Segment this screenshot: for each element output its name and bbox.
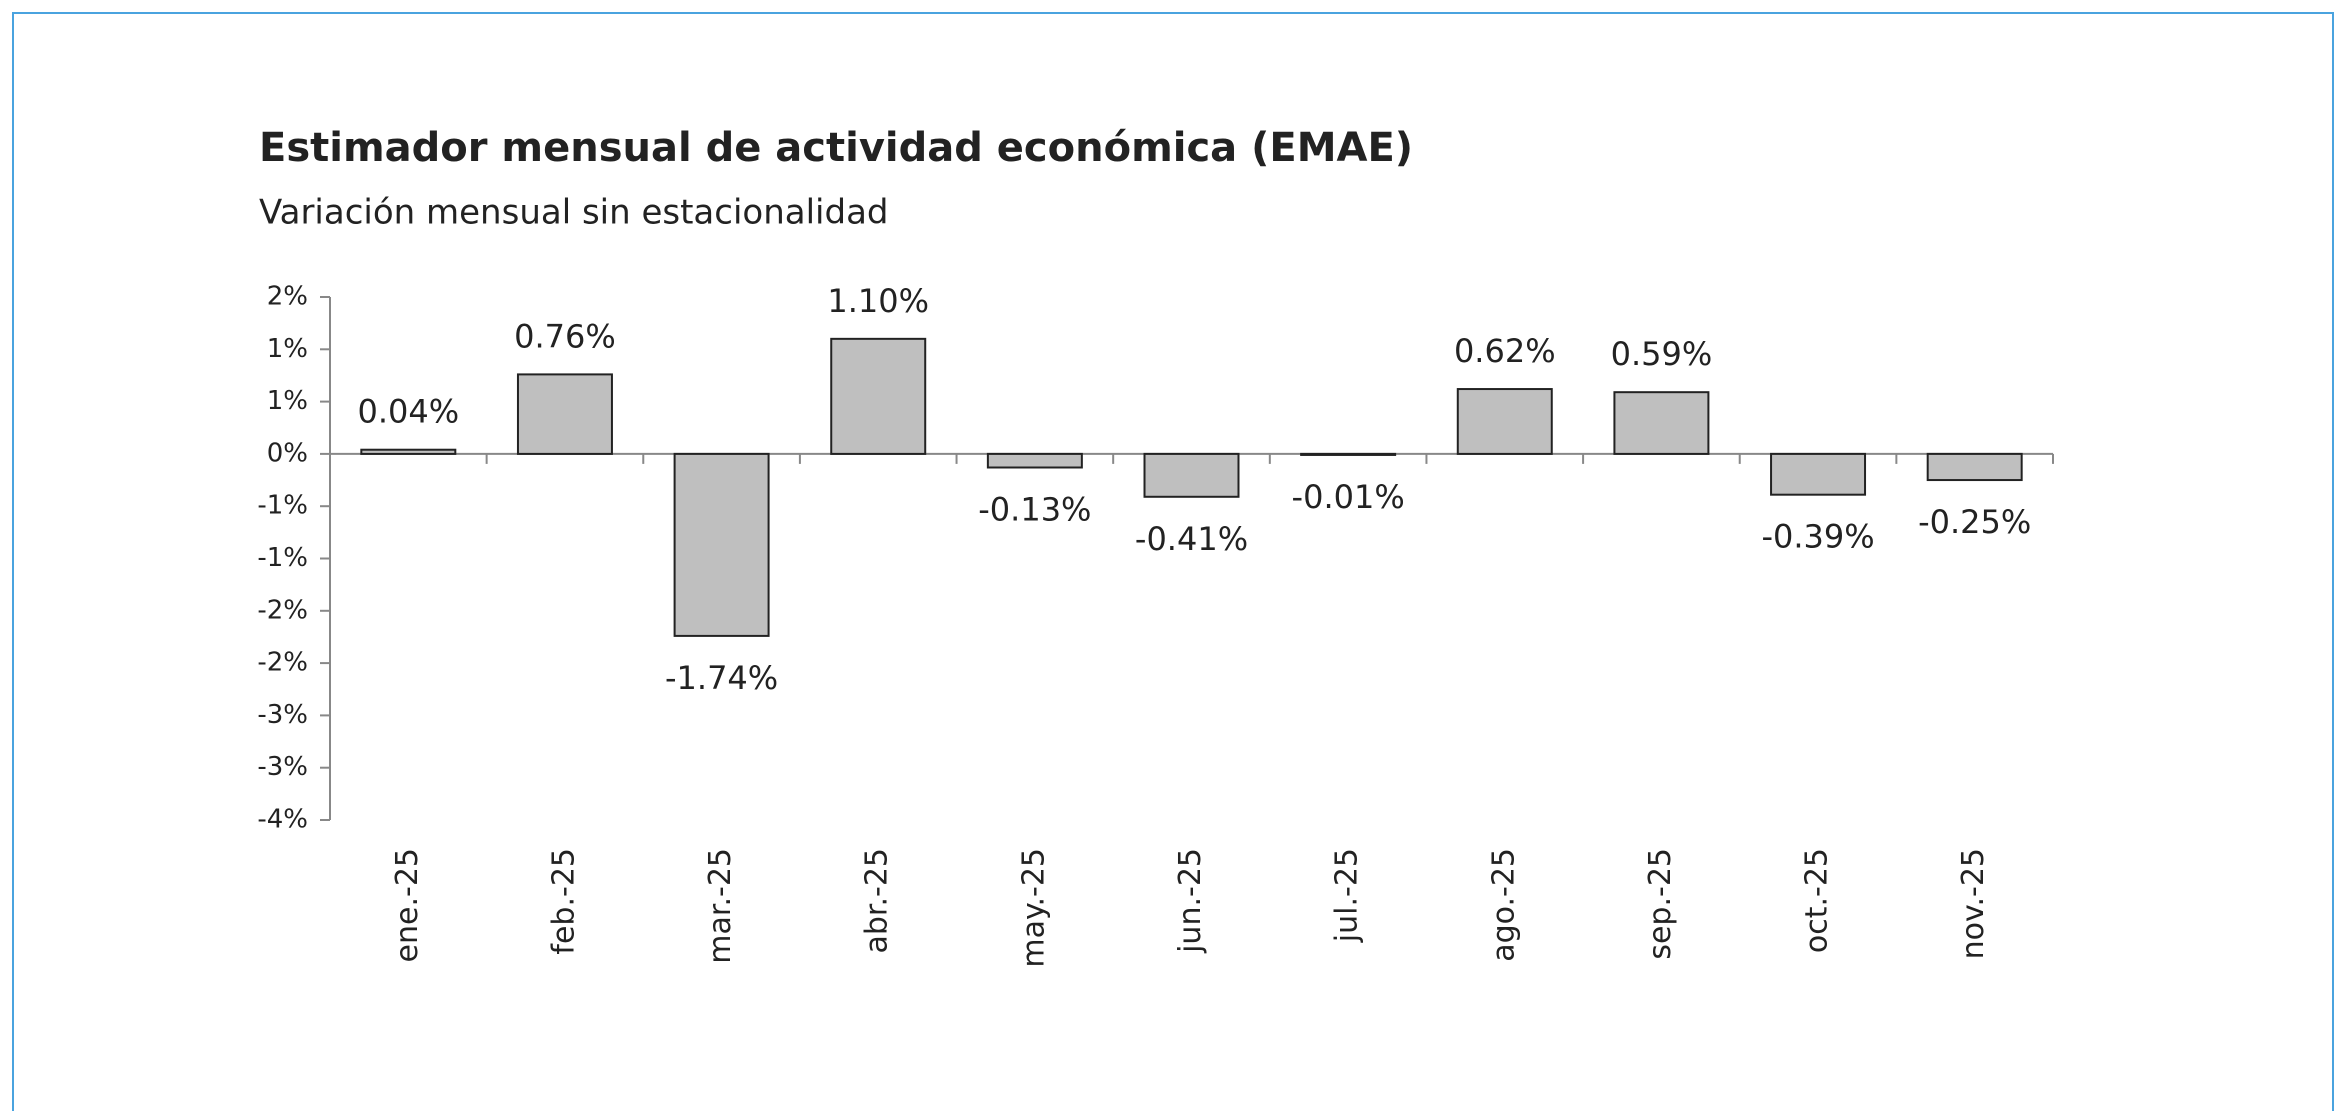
y-tick-label: -3% bbox=[257, 752, 308, 782]
y-tick-label: 0% bbox=[267, 438, 308, 468]
value-label: 0.62% bbox=[1454, 332, 1556, 370]
value-label: -1.74% bbox=[665, 659, 778, 697]
bar bbox=[360, 448, 457, 455]
x-tick-label: sep.-25 bbox=[1643, 848, 1678, 960]
y-tick-label: -4% bbox=[257, 805, 308, 835]
x-tick-label: ago.-25 bbox=[1486, 848, 1521, 962]
chart-subtitle: Variación mensual sin estacionalidad bbox=[259, 193, 888, 233]
bar bbox=[1926, 452, 2023, 482]
bar bbox=[1613, 391, 1710, 455]
y-tick-label: 1% bbox=[267, 386, 308, 416]
value-label: -0.13% bbox=[978, 490, 1091, 528]
bar bbox=[1456, 388, 1553, 455]
bar bbox=[1770, 452, 1867, 496]
value-label: 0.04% bbox=[357, 393, 459, 431]
value-label: 0.59% bbox=[1611, 335, 1713, 373]
chart-title: Estimador mensual de actividad económica… bbox=[259, 125, 1413, 171]
y-tick-label: -2% bbox=[257, 595, 308, 625]
value-label: -0.39% bbox=[1761, 518, 1874, 556]
bar bbox=[673, 452, 770, 637]
x-tick-label: ene.-25 bbox=[390, 848, 425, 962]
bar bbox=[986, 452, 1083, 469]
x-tick-label: feb.-25 bbox=[546, 848, 581, 955]
x-tick-label: mar.-25 bbox=[703, 848, 738, 964]
x-tick-label: jun.-25 bbox=[1173, 848, 1208, 954]
value-label: -0.41% bbox=[1135, 520, 1248, 558]
bar bbox=[1300, 452, 1397, 456]
y-tick-label: 1% bbox=[267, 334, 308, 364]
value-label: 1.10% bbox=[827, 282, 929, 320]
value-label: -0.25% bbox=[1918, 503, 2031, 541]
x-tick-label: abr.-25 bbox=[860, 848, 895, 954]
x-tick-label: jul.-25 bbox=[1330, 848, 1365, 943]
bar bbox=[516, 373, 613, 455]
y-tick-label: -3% bbox=[257, 700, 308, 730]
y-tick-label: -1% bbox=[257, 491, 308, 521]
y-tick-label: -1% bbox=[257, 543, 308, 573]
y-tick-label: -2% bbox=[257, 648, 308, 678]
x-tick-label: nov.-25 bbox=[1956, 848, 1991, 959]
bar bbox=[830, 337, 927, 455]
bar bbox=[1143, 452, 1240, 498]
x-tick-label: may.-25 bbox=[1016, 848, 1051, 968]
y-tick-label: 2% bbox=[267, 282, 308, 312]
x-tick-label: oct.-25 bbox=[1800, 848, 1835, 953]
value-label: 0.76% bbox=[514, 317, 616, 355]
value-label: -0.01% bbox=[1292, 478, 1405, 516]
frame bbox=[12, 12, 2334, 1111]
